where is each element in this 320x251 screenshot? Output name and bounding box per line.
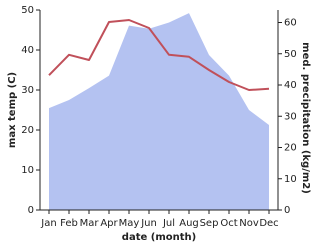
y-tick-label: 20 bbox=[21, 125, 34, 136]
x-tick-label: Jun bbox=[140, 218, 157, 229]
y-tick-label: 0 bbox=[28, 205, 34, 216]
x-tick-label: Dec bbox=[259, 218, 278, 229]
x-tick-label: Aug bbox=[179, 218, 199, 229]
y-tick-label: 40 bbox=[21, 45, 34, 56]
x-axis-label: date (month) bbox=[122, 232, 196, 243]
x-tick-label: May bbox=[119, 218, 140, 229]
precipitation-area bbox=[49, 13, 269, 210]
y-axis-label: max temp (C) bbox=[7, 72, 18, 148]
y2-tick-label: 30 bbox=[284, 111, 297, 122]
y2-tick-label: 10 bbox=[284, 174, 297, 185]
x-tick-label: Mar bbox=[80, 218, 100, 229]
temp-line bbox=[48, 19, 270, 91]
x-tick-label: Nov bbox=[239, 218, 259, 229]
y-tick-label: 10 bbox=[21, 165, 34, 176]
x-tick-label: Apr bbox=[100, 218, 118, 229]
x-tick-label: Jan bbox=[40, 218, 56, 229]
y2-tick-label: 50 bbox=[284, 49, 297, 60]
x-tick-label: Oct bbox=[220, 218, 237, 229]
y2-tick-label: 0 bbox=[284, 205, 290, 216]
y2-tick-label: 60 bbox=[284, 18, 297, 29]
y-tick-label: 30 bbox=[21, 85, 34, 96]
y2-tick-label: 20 bbox=[284, 143, 297, 154]
x-tick-label: Jul bbox=[162, 218, 175, 229]
x-tick-label: Sep bbox=[200, 218, 219, 229]
y2-axis-label: med. precipitation (kg/m2) bbox=[300, 42, 311, 194]
chart: max temp (C) med. precipitation (kg/m2) … bbox=[7, 5, 311, 243]
x-tick-label: Feb bbox=[60, 218, 78, 229]
y2-tick-label: 40 bbox=[284, 80, 297, 91]
y-tick-label: 50 bbox=[21, 5, 34, 16]
